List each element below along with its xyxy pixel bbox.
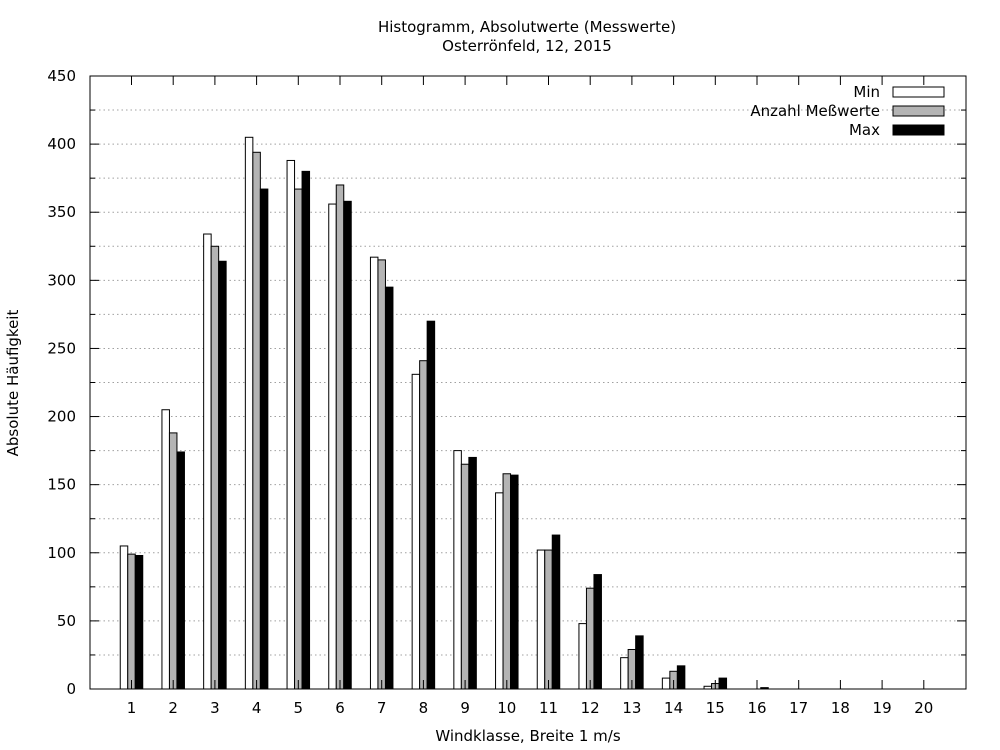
y-axis: 0 50 100 150 200 250 300 350 400 450	[47, 67, 966, 698]
x-tick-label: 18	[831, 699, 850, 717]
x-tick-label: 15	[706, 699, 725, 717]
y-tick-label: 150	[47, 476, 76, 494]
bar-max	[676, 665, 686, 690]
x-tick-label: 6	[335, 699, 345, 717]
x-axis-label: Windklasse, Breite 1 m/s	[435, 727, 621, 745]
bar-anzahl	[419, 360, 428, 690]
x-tick-label: 13	[622, 699, 641, 717]
y-tick-label: 200	[47, 408, 76, 426]
x-tick-label: 1	[127, 699, 137, 717]
x-tick-label: 4	[252, 699, 262, 717]
bar-anzahl	[377, 259, 386, 690]
chart-subtitle: Osterrönfeld, 12, 2015	[442, 37, 612, 55]
x-tick-label: 10	[497, 699, 516, 717]
legend-swatch	[892, 105, 945, 117]
bars-group	[119, 136, 769, 690]
bar-anzahl	[294, 188, 303, 690]
bar-min	[244, 136, 254, 690]
bar-min	[328, 203, 337, 690]
bar-anzahl	[127, 553, 136, 690]
x-tick-label: 2	[168, 699, 178, 717]
x-tick-label: 14	[664, 699, 683, 717]
bar-min	[578, 623, 587, 690]
bar-min	[411, 373, 421, 690]
bar-min	[661, 677, 671, 690]
bar-min	[620, 657, 629, 690]
legend-swatch	[892, 86, 945, 98]
bar-min	[286, 159, 296, 690]
legend-label: Max	[849, 121, 880, 139]
bar-max	[593, 574, 602, 690]
x-tick-label: 9	[460, 699, 470, 717]
bar-max	[134, 555, 144, 690]
x-axis: 1 2 3 4 5 6 7 8 9 10 11 12 13 14 15 16 17 18 19 20	[127, 76, 933, 717]
bar-max	[635, 635, 644, 690]
bar-anzahl	[168, 432, 178, 690]
x-tick-label: 12	[581, 699, 600, 717]
y-tick-label: 300	[47, 271, 76, 289]
x-tick-label: 7	[377, 699, 387, 717]
bar-max	[384, 286, 394, 690]
bar-anzahl	[252, 151, 261, 690]
bar-max	[468, 456, 477, 690]
y-axis-label: Absolute Häufigkeit	[4, 310, 22, 457]
bar-anzahl	[544, 549, 553, 690]
x-tick-label: 8	[419, 699, 429, 717]
bar-min	[536, 549, 546, 690]
bar-anzahl	[210, 245, 220, 690]
x-tick-label: 20	[914, 699, 933, 717]
bar-min	[453, 450, 462, 690]
y-tick-label: 50	[57, 612, 76, 630]
bar-min	[161, 409, 170, 690]
bar-max	[176, 451, 185, 690]
y-tick-label: 400	[47, 135, 76, 153]
legend-label: Min	[853, 83, 880, 101]
legend-swatch	[892, 124, 945, 136]
bar-anzahl	[585, 587, 595, 690]
y-tick-label: 450	[47, 67, 76, 85]
bar-max	[218, 260, 227, 690]
bar-max	[259, 188, 269, 690]
grid-lines	[90, 109, 966, 656]
bar-max	[551, 534, 561, 690]
y-tick-label: 250	[47, 339, 76, 357]
bar-max	[510, 474, 519, 690]
x-tick-label: 3	[210, 699, 220, 717]
x-tick-label: 17	[789, 699, 808, 717]
bar-min	[495, 492, 504, 690]
bar-anzahl	[335, 184, 345, 690]
bar-anzahl	[460, 463, 470, 690]
chart-title: Histogramm, Absolutwerte (Messwerte)	[378, 18, 676, 36]
legend-label: Anzahl Meßwerte	[750, 102, 880, 120]
bar-max	[301, 170, 311, 690]
y-tick-label: 350	[47, 203, 76, 221]
bar-min	[203, 233, 212, 690]
bar-max	[718, 677, 728, 690]
x-tick-label: 11	[539, 699, 558, 717]
bar-max	[426, 320, 436, 690]
x-tick-label: 19	[873, 699, 892, 717]
x-tick-label: 16	[747, 699, 766, 717]
bar-max	[343, 200, 352, 690]
bar-min	[119, 545, 129, 690]
bar-anzahl	[502, 473, 512, 690]
bar-min	[369, 256, 379, 690]
y-tick-label: 0	[66, 680, 76, 698]
y-tick-label: 100	[47, 544, 76, 562]
x-tick-label: 5	[294, 699, 304, 717]
